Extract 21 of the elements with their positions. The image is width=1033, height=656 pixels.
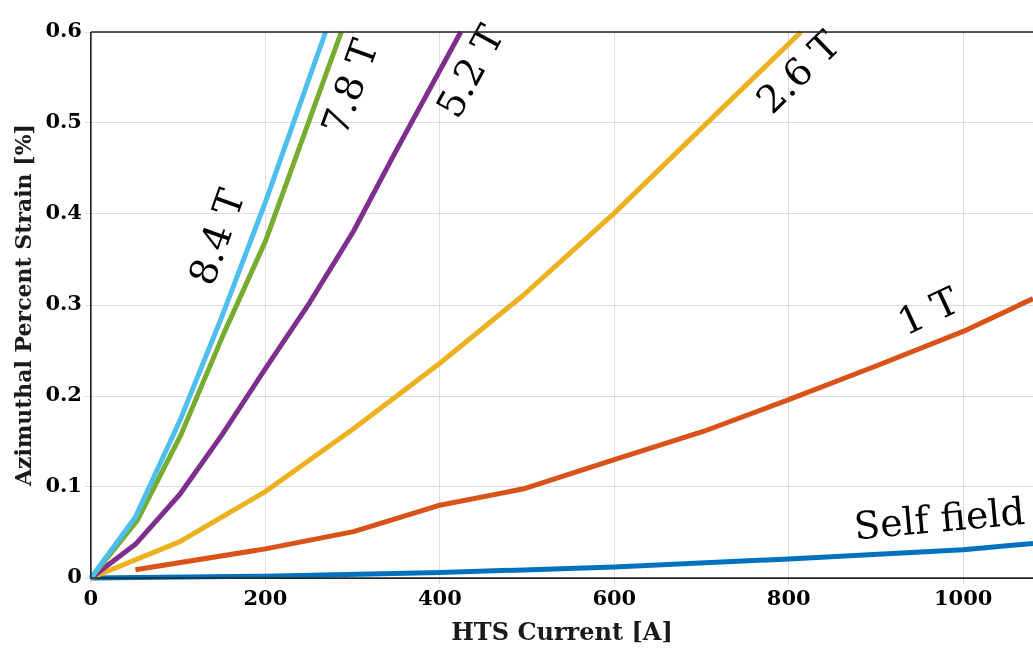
text: 2.6 T bbox=[747, 22, 849, 122]
text: Self field bbox=[852, 489, 1027, 549]
y-tick-label: 0.2 bbox=[45, 381, 82, 407]
x-tick-label: 600 bbox=[592, 585, 637, 611]
y-tick-label: 0.4 bbox=[45, 199, 82, 225]
y-tick-label: 0 bbox=[67, 563, 82, 589]
y-axis-title: Azimuthal Percent Strain [%] bbox=[9, 123, 36, 488]
y-tick-label: 0.3 bbox=[45, 290, 82, 316]
y-tick-label: 0.5 bbox=[45, 108, 82, 134]
text: 8.4 T bbox=[179, 183, 254, 291]
x-tick-label: 0 bbox=[83, 585, 99, 611]
x-tick-label: 1000 bbox=[933, 585, 993, 611]
y-tick-label: 0.6 bbox=[45, 17, 82, 43]
text: 7.8 T bbox=[312, 33, 388, 141]
text: 5.2 T bbox=[427, 17, 513, 125]
x-tick-label: 200 bbox=[243, 585, 288, 611]
text: 1 T bbox=[890, 278, 966, 345]
x-axis-title: HTS Current [A] bbox=[451, 616, 673, 646]
x-tick-label: 800 bbox=[766, 585, 811, 611]
y-tick-label: 0.1 bbox=[45, 472, 82, 498]
x-tick-label: 400 bbox=[417, 585, 462, 611]
